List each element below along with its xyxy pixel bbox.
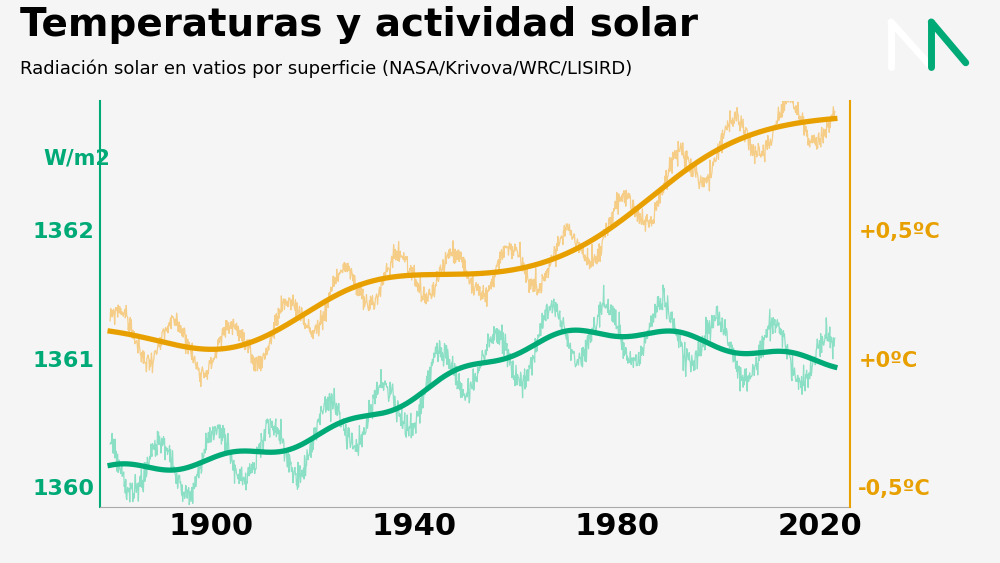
Text: Radiación solar en vatios por superficie (NASA/Krivova/WRC/LISIRD): Radiación solar en vatios por superficie… <box>20 59 632 78</box>
Text: W/m2: W/m2 <box>44 148 111 168</box>
Text: Temperaturas y actividad solar: Temperaturas y actividad solar <box>20 6 698 43</box>
